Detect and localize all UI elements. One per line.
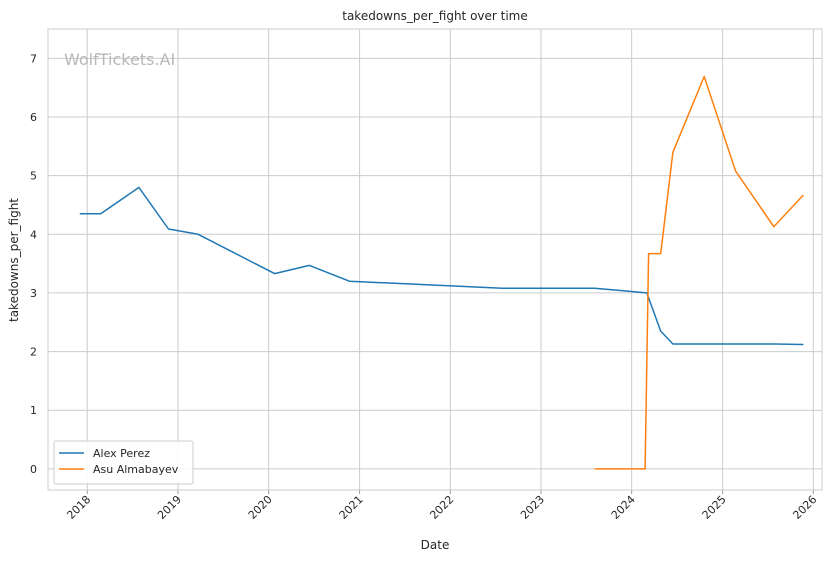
x-tick-label: 2022: [427, 493, 456, 522]
x-tick-label: 2019: [155, 493, 184, 522]
y-tick-label: 1: [30, 404, 37, 417]
series-layer: [79, 75, 804, 470]
legend-box: [53, 440, 194, 485]
series-line-alex-perez: [79, 186, 804, 346]
y-tick-label: 3: [30, 287, 37, 300]
plot-area-frame: [47, 28, 823, 491]
y-tick-label: 5: [30, 170, 37, 183]
x-tick-labels: 2018 2019 2020 2021 2022 2023 2024 2025 2026: [64, 493, 819, 522]
y-tick-label: 7: [30, 52, 37, 65]
series-line-asu-almabayev: [594, 75, 804, 470]
y-tick-label: 0: [30, 463, 37, 476]
legend: Alex Perez Asu Almabayev: [53, 440, 194, 485]
y-tick-labels: 0 1 2 3 4 5 6 7: [30, 52, 37, 476]
y-tick-label: 6: [30, 111, 37, 124]
x-tick-label: 2024: [609, 493, 638, 522]
x-tick-label: 2023: [518, 493, 547, 522]
legend-label-alex-perez: Alex Perez: [93, 447, 150, 460]
y-axis-label: takedowns_per_fight: [7, 198, 21, 322]
chart-title: takedowns_per_fight over time: [342, 9, 528, 23]
legend-label-asu-almabayev: Asu Almabayev: [93, 463, 179, 476]
watermark: WolfTickets.AI: [64, 50, 175, 69]
grid: [48, 29, 822, 494]
x-tick-label: 2026: [790, 493, 819, 522]
x-tick-label: 2020: [246, 493, 275, 522]
x-axis-label: Date: [421, 538, 450, 552]
x-tick-label: 2018: [64, 493, 93, 522]
y-tick-label: 2: [30, 346, 37, 359]
x-tick-label: 2025: [700, 493, 729, 522]
y-tick-label: 4: [30, 228, 37, 241]
x-tick-label: 2021: [337, 493, 366, 522]
